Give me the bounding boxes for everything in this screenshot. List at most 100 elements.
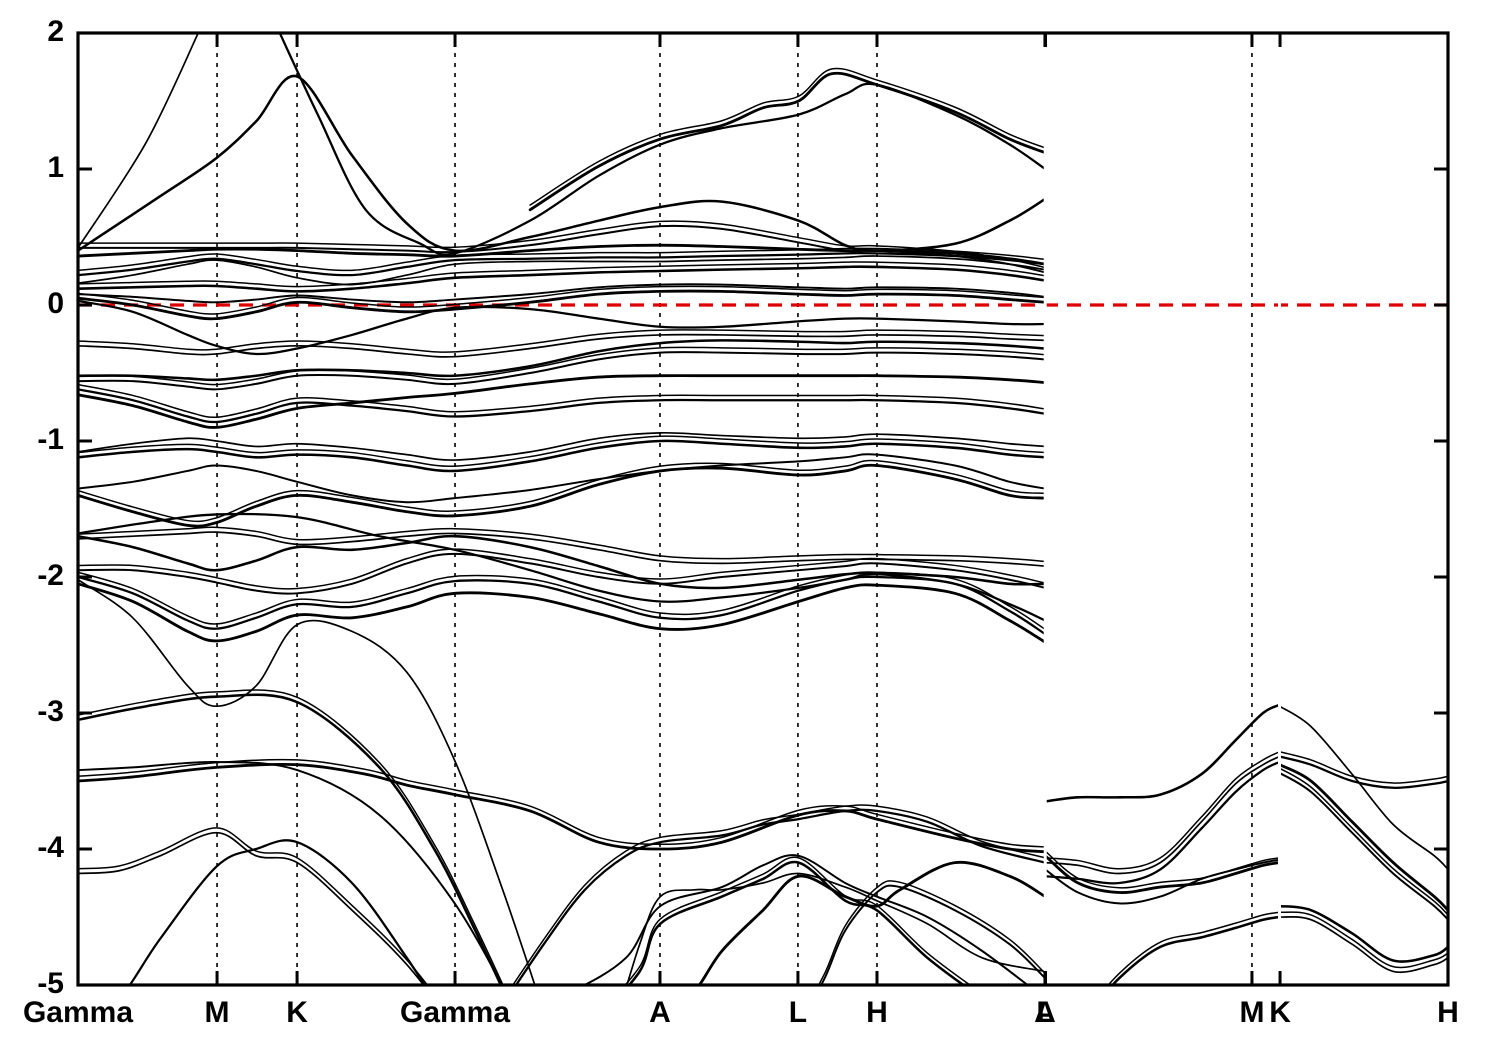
- band-curve: [78, 283, 1047, 304]
- x-tick-label: A: [649, 996, 671, 1029]
- band-curves: [78, 33, 1448, 985]
- band-curve: [78, 693, 503, 985]
- band-curve: [1043, 703, 1281, 803]
- band-curve: [1110, 915, 1281, 985]
- band-curve: [626, 872, 1047, 985]
- band-curve: [78, 339, 1047, 382]
- band-curve: [78, 33, 200, 249]
- band-curve: [78, 463, 1047, 528]
- x-axis-ticks: [215, 33, 1282, 985]
- band-curve: [529, 67, 1046, 206]
- band-curve: [1044, 751, 1281, 870]
- y-axis-tick-labels: 2 1 0 -1 -2 -3 -4 -5: [37, 15, 64, 1000]
- band-curve: [78, 74, 1047, 253]
- band-curve: [817, 880, 1046, 985]
- band-curve: [78, 459, 1046, 523]
- band-curve: [1107, 911, 1281, 985]
- x-tick-label: H: [1437, 996, 1459, 1029]
- band-curve: [78, 329, 1046, 353]
- band-curve: [78, 333, 1047, 358]
- band-curve: [1044, 858, 1281, 905]
- band-curve: [512, 804, 1046, 985]
- x-axis-tick-labels: Gamma M K Gamma A L H AL M K H: [23, 996, 1459, 1029]
- band-curve: [78, 289, 1047, 321]
- x-tick-label: H: [866, 996, 888, 1029]
- band-curve: [78, 346, 1046, 386]
- y-tick-label: 2: [47, 15, 64, 48]
- x-tick-label: L: [789, 996, 807, 1029]
- band-curve: [78, 251, 1047, 277]
- y-tick-label: -1: [37, 423, 64, 456]
- x-tick-label: A: [1034, 996, 1056, 1029]
- y-axis-ticks: [78, 167, 1448, 851]
- band-curve: [78, 575, 1047, 636]
- band-curve: [78, 453, 1047, 504]
- y-tick-label: -5: [37, 967, 64, 1000]
- y-tick-label: -2: [37, 559, 64, 592]
- x-tick-label: K: [286, 996, 308, 1029]
- band-curve: [624, 856, 972, 985]
- band-curve: [78, 578, 536, 985]
- y-tick-label: 0: [47, 287, 64, 320]
- x-tick-label: L: [1036, 996, 1054, 1029]
- x-tick-label: M: [205, 996, 230, 1029]
- band-curve: [582, 854, 1030, 985]
- band-curve: [78, 351, 1047, 391]
- band-curve: [78, 762, 1047, 854]
- band-curve: [78, 512, 1047, 622]
- band-curve: [78, 261, 1046, 288]
- band-curve: [514, 808, 1047, 985]
- band-curve: [1278, 751, 1448, 784]
- band-curve: [128, 839, 427, 985]
- y-tick-label: 1: [47, 151, 64, 184]
- y-tick-label: -4: [37, 831, 64, 864]
- axes-frame: [76, 31, 1450, 987]
- plot-frame: [76, 31, 1450, 987]
- band-curve: [1278, 763, 1448, 912]
- band-curve: [1278, 915, 1448, 974]
- band-curve: [1043, 854, 1281, 894]
- band-curve: [78, 435, 1046, 467]
- band-curve: [78, 431, 1047, 461]
- vertical-gridlines: [216, 33, 1281, 985]
- band-curve: [78, 388, 1047, 424]
- band-curve: [78, 531, 1047, 567]
- band-curve: [78, 552, 1047, 595]
- band-curve: [78, 299, 1047, 356]
- band-curve: [528, 71, 1047, 212]
- band-curve: [78, 285, 1046, 315]
- band-curve: [1278, 755, 1448, 789]
- x-tick-label: Gamma: [23, 996, 133, 1029]
- band-curve: [78, 758, 1046, 848]
- x-tick-label: M: [1239, 996, 1264, 1029]
- band-curve: [820, 884, 1047, 985]
- band-curve: [1278, 911, 1448, 969]
- band-curve: [1278, 705, 1448, 871]
- x-tick-label: K: [1269, 996, 1291, 1029]
- band-curve: [1044, 755, 1281, 875]
- band-curve: [627, 860, 966, 985]
- band-curve: [78, 220, 1046, 269]
- x-tick-label: Gamma: [400, 996, 510, 1029]
- band-curve: [78, 374, 1047, 429]
- band-curve: [78, 526, 1046, 563]
- band-curve: [78, 383, 1046, 418]
- band-curve: [78, 760, 503, 985]
- band-curve: [1278, 767, 1448, 916]
- band-curve: [78, 831, 425, 985]
- band-curve: [78, 827, 429, 985]
- band-curve: [78, 534, 1047, 590]
- y-tick-label: -3: [37, 695, 64, 728]
- band-curve: [78, 689, 504, 985]
- band-curve: [78, 582, 1047, 644]
- band-curve: [78, 265, 1047, 293]
- band-curve: [1044, 850, 1281, 889]
- band-curve: [78, 439, 1047, 473]
- band-curve: [697, 860, 1047, 985]
- band-curve: [78, 255, 1047, 286]
- band-curve: [278, 33, 1047, 256]
- band-curve: [1278, 771, 1448, 921]
- band-curve: [78, 247, 1046, 272]
